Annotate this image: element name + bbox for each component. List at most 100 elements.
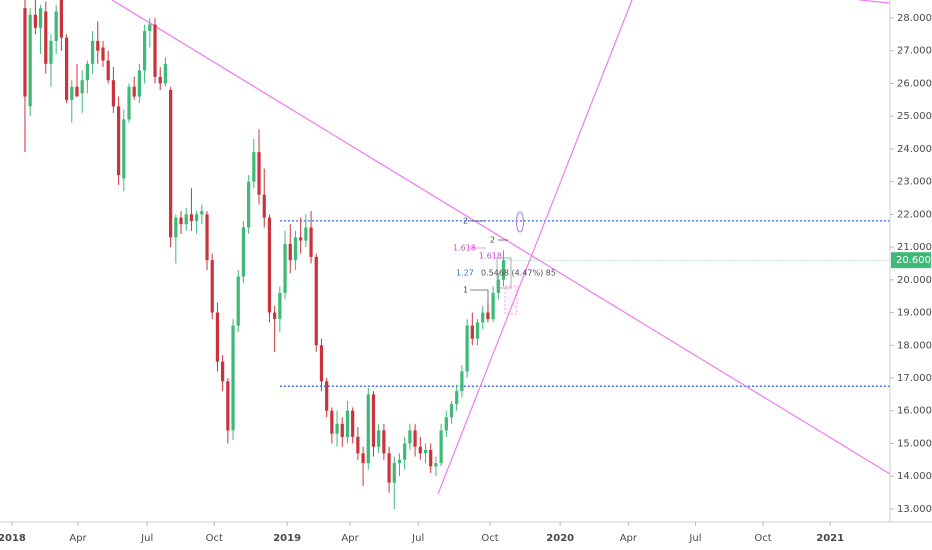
candle-body bbox=[116, 106, 121, 176]
candle-body bbox=[49, 40, 53, 64]
candle-body bbox=[392, 463, 396, 483]
candle-body bbox=[257, 152, 261, 195]
fib-box bbox=[504, 285, 518, 315]
candle-body bbox=[501, 260, 506, 280]
candle-body bbox=[101, 47, 105, 61]
candle-body bbox=[330, 410, 334, 434]
candle-body bbox=[382, 430, 386, 454]
y-tick-label: 17.0000 bbox=[897, 373, 932, 384]
candle-body bbox=[174, 217, 178, 238]
candle-body bbox=[262, 194, 266, 218]
candle-body bbox=[179, 217, 183, 225]
candle-body bbox=[241, 227, 246, 277]
x-tick-label: Oct bbox=[481, 533, 498, 544]
candle-body bbox=[429, 450, 433, 467]
y-tick-label: 26.0000 bbox=[897, 78, 932, 89]
y-tick-label: 23.0000 bbox=[897, 177, 932, 188]
candle-body bbox=[189, 214, 194, 221]
fib-label: 1.618 bbox=[453, 244, 476, 253]
last-price-tag bbox=[891, 252, 931, 269]
candle-body bbox=[80, 80, 84, 94]
candle-body bbox=[449, 404, 454, 418]
candle-body bbox=[231, 325, 235, 431]
candle-body bbox=[283, 243, 287, 293]
candle-body bbox=[64, 37, 69, 100]
candle-body bbox=[397, 459, 402, 464]
candle-body bbox=[496, 279, 500, 293]
candle-body bbox=[434, 463, 438, 467]
candle-body bbox=[288, 243, 292, 261]
candle-body bbox=[75, 86, 79, 97]
y-tick-label: 28.0000 bbox=[897, 13, 932, 24]
y-tick-label: 25.0000 bbox=[897, 111, 932, 122]
candle-body bbox=[215, 312, 220, 362]
x-tick-label: 2018 bbox=[0, 533, 26, 544]
candle-body bbox=[158, 76, 162, 84]
candle-body bbox=[85, 63, 89, 81]
candle-body bbox=[481, 312, 485, 323]
x-tick-label: Jul bbox=[140, 533, 153, 544]
fib-label: 1.27 bbox=[456, 269, 474, 278]
x-tick-label: 2019 bbox=[273, 533, 301, 544]
candle-body bbox=[371, 394, 376, 447]
candle-body bbox=[236, 276, 240, 326]
candle-body bbox=[475, 322, 480, 339]
y-tick-label: 27.0000 bbox=[897, 46, 932, 57]
candle-body bbox=[169, 90, 173, 238]
x-tick-label: 2020 bbox=[546, 533, 574, 544]
y-tick-label: 13.0000 bbox=[897, 504, 932, 515]
y-tick-label: 14.0000 bbox=[897, 471, 932, 482]
candle-body bbox=[413, 430, 417, 447]
candle-body bbox=[127, 86, 131, 120]
candle-body bbox=[314, 256, 318, 346]
candle-body bbox=[465, 325, 469, 372]
y-tick-label: 15.0000 bbox=[897, 438, 932, 449]
candle-body bbox=[304, 227, 308, 241]
candle-body bbox=[44, 11, 48, 64]
trend-line bbox=[111, 0, 891, 475]
candle-body bbox=[351, 410, 355, 437]
candle-body bbox=[408, 430, 412, 444]
candle-body bbox=[132, 86, 136, 97]
drawings bbox=[111, 0, 891, 495]
y-tick-label: 24.0000 bbox=[897, 144, 932, 155]
candle-body bbox=[148, 24, 152, 32]
candle-body bbox=[226, 381, 230, 431]
candle-body bbox=[325, 381, 329, 411]
candle-body bbox=[195, 214, 199, 221]
candle-body bbox=[54, 11, 58, 41]
x-tick-label: Apr bbox=[69, 533, 87, 544]
candle-body bbox=[70, 86, 74, 100]
candle-body bbox=[142, 31, 147, 71]
candle-body bbox=[278, 292, 282, 320]
x-tick-label: 2021 bbox=[816, 533, 844, 544]
candle-body bbox=[486, 312, 490, 320]
candle-body bbox=[293, 237, 298, 261]
candle-body bbox=[23, 8, 27, 97]
x-tick-label: Apr bbox=[620, 533, 638, 544]
candle-body bbox=[137, 70, 142, 97]
x-tick-label: Jul bbox=[688, 533, 701, 544]
candle-body bbox=[309, 227, 313, 257]
candle-body bbox=[184, 214, 188, 225]
candle-body bbox=[444, 417, 448, 431]
candle-body bbox=[122, 119, 126, 179]
candles bbox=[23, 0, 506, 509]
candle-body bbox=[96, 40, 100, 51]
candle-body bbox=[247, 181, 251, 228]
candle-body bbox=[340, 423, 344, 437]
candle-body bbox=[200, 211, 204, 215]
candle-body bbox=[403, 443, 407, 460]
candle-body bbox=[90, 40, 95, 64]
trend-line bbox=[859, 0, 891, 4]
candle-body bbox=[210, 260, 214, 313]
x-tick-label: Jul bbox=[411, 533, 424, 544]
candle-body bbox=[163, 63, 168, 84]
y-tick-label: 21.0000 bbox=[897, 242, 932, 253]
candle-body bbox=[345, 410, 350, 437]
y-tick-label: 18.0000 bbox=[897, 340, 932, 351]
candle-body bbox=[267, 217, 272, 313]
candle-body bbox=[59, 0, 63, 38]
candle-body bbox=[273, 312, 277, 320]
